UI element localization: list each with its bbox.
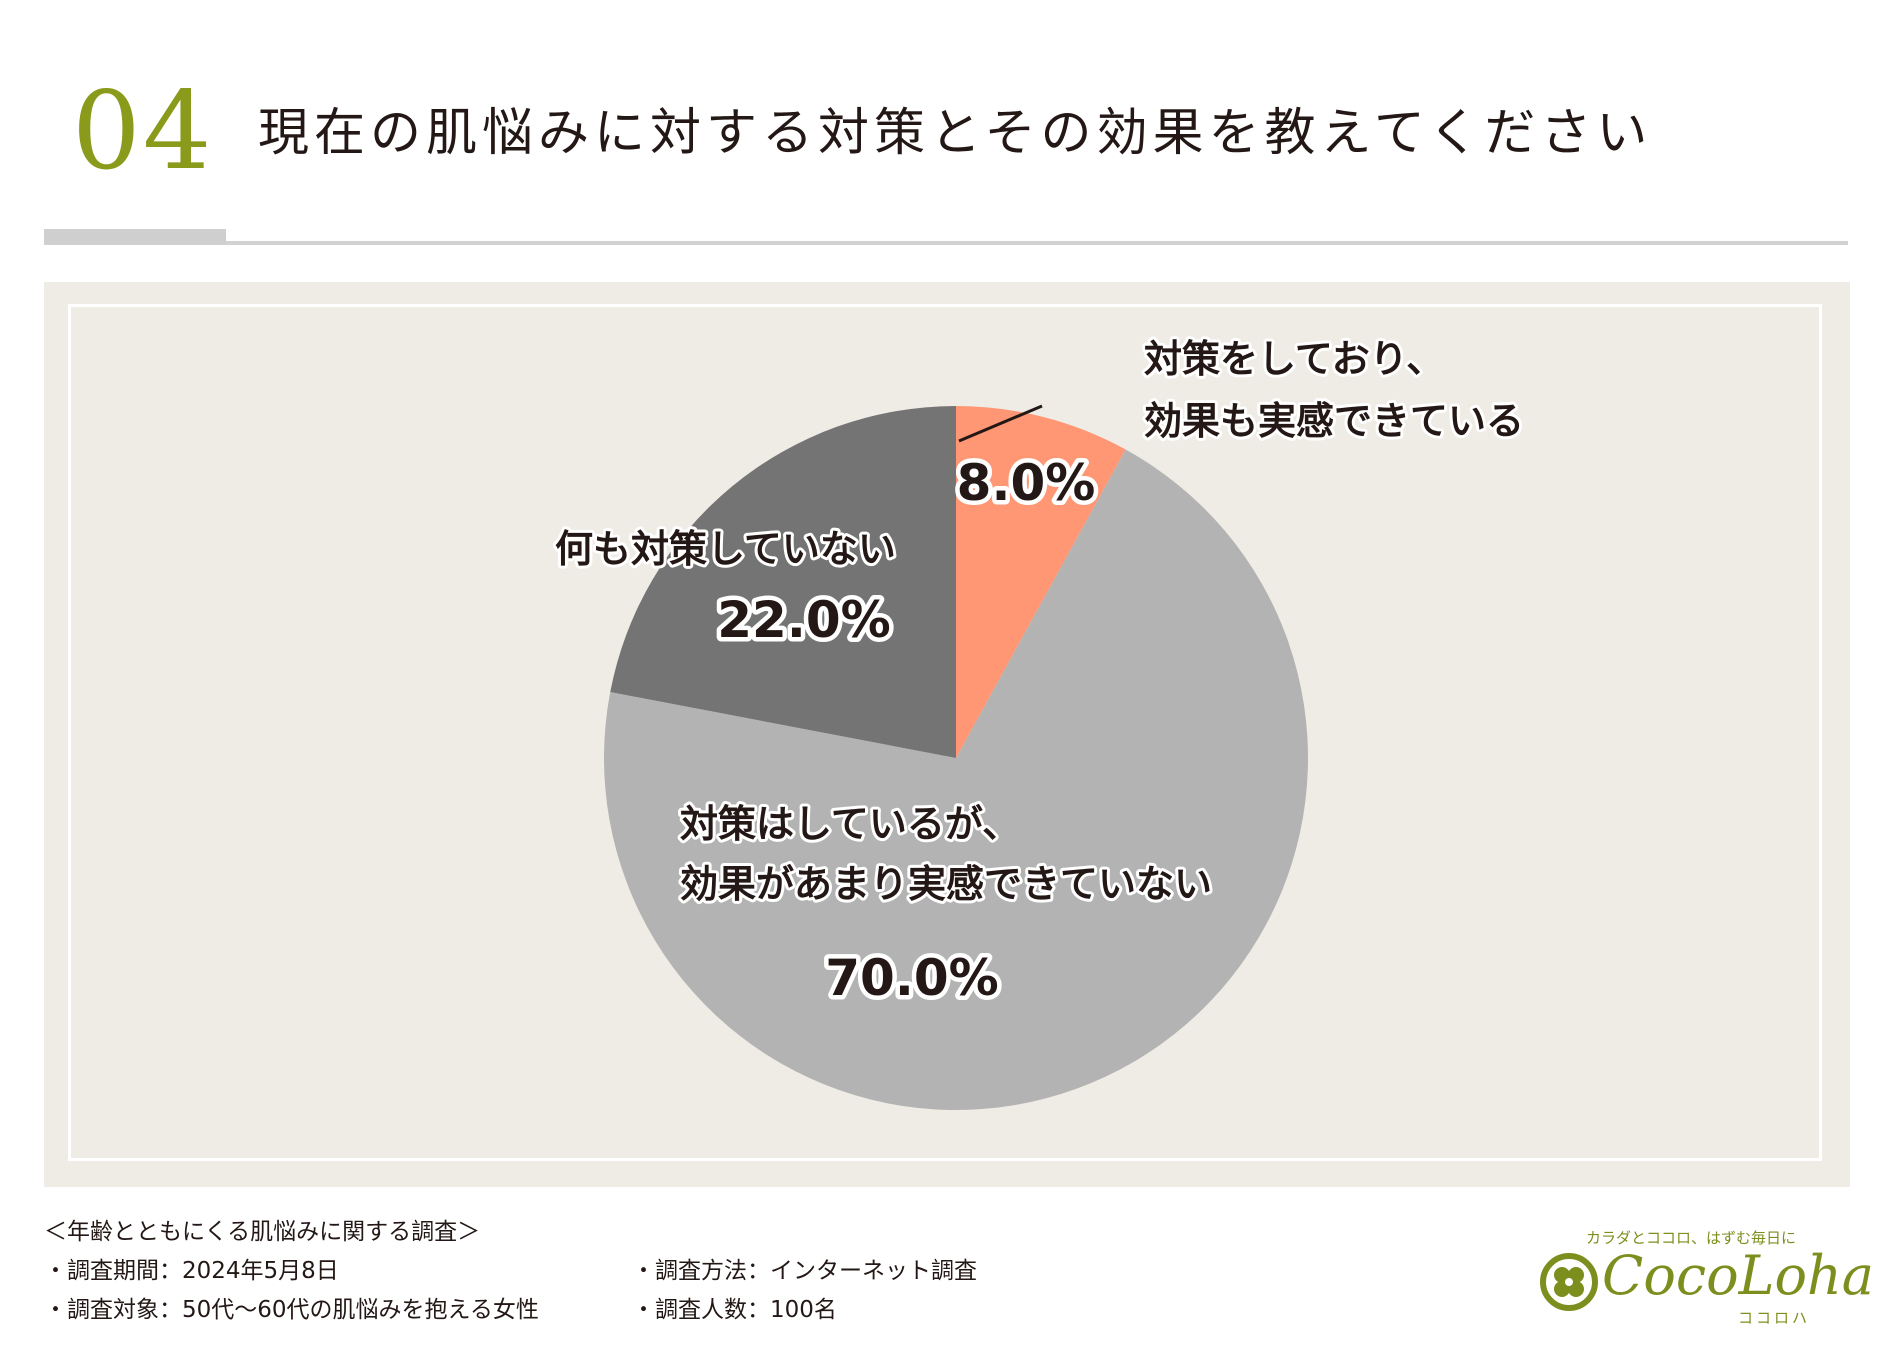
survey-count: ・調査人数：100名 [632,1297,837,1323]
title-divider [44,241,1848,245]
survey-title: ＜年齢とともにくる肌悩みに関する調査＞ [44,1219,481,1245]
question-number: 04 [72,69,214,194]
logo-subtitle: ココロハ [1738,1309,1811,1327]
survey-row-1: ・調査期間：2024年5月8日 ・調査方法：インターネット調査 [44,1252,977,1291]
logo-name: CocoLoha [1602,1244,1874,1307]
pie-slice-2 [603,449,1308,1110]
survey-target: ・調査対象：50代〜60代の肌悩みを抱える女性 [44,1297,539,1323]
slice-label-1-line-2: 効果も実感できている [1144,399,1524,443]
slice-label-1-line-1: 対策をしており、 [1144,337,1444,381]
slice-value-1: 8.0% [957,454,1096,512]
brand-logo: カラダとココロ、はずむ毎日に CocoLoha ココロハ [1540,1223,1874,1335]
pie-chart: 対策をしており、効果も実感できている 8.0% 対策はしているが、効果があまり実感で… [552,334,1527,1110]
survey-row-2: ・調査対象：50代〜60代の肌悩みを抱える女性 ・調査人数：100名 [44,1291,837,1330]
survey-notes: ＜年齢とともにくる肌悩みに関する調査＞ ・調査期間：2024年5月8日 ・調査方… [44,1213,977,1330]
clover-icon [1540,1253,1598,1311]
pie-slice-1 [956,406,1126,758]
survey-period: ・調査期間：2024年5月8日 [44,1258,339,1284]
slice-value-2: 70.0% [825,949,998,1007]
slice-label-2-line-2: 効果があまり実感できていない [680,862,1212,906]
page-title: 現在の肌悩みに対する対策とその効果を教えてください [258,104,1653,163]
pie-slice-3 [610,406,956,758]
slice-label-2-line-1: 対策はしているが、 [680,802,1020,846]
leader-line-1 [958,404,1043,443]
slice-label-3-line-1: 何も対策していない [555,527,896,571]
survey-method: ・調査方法：インターネット調査 [632,1258,977,1284]
logo-tagline: カラダとココロ、はずむ毎日に [1586,1229,1797,1247]
title-divider-accent [44,229,226,244]
chart-panel: 対策をしており、効果も実感できている 8.0% 対策はしているが、効果があまり実感で… [44,282,1850,1187]
slice-value-3: 22.0% [717,591,890,649]
chart-panel-frame [68,304,1822,1161]
